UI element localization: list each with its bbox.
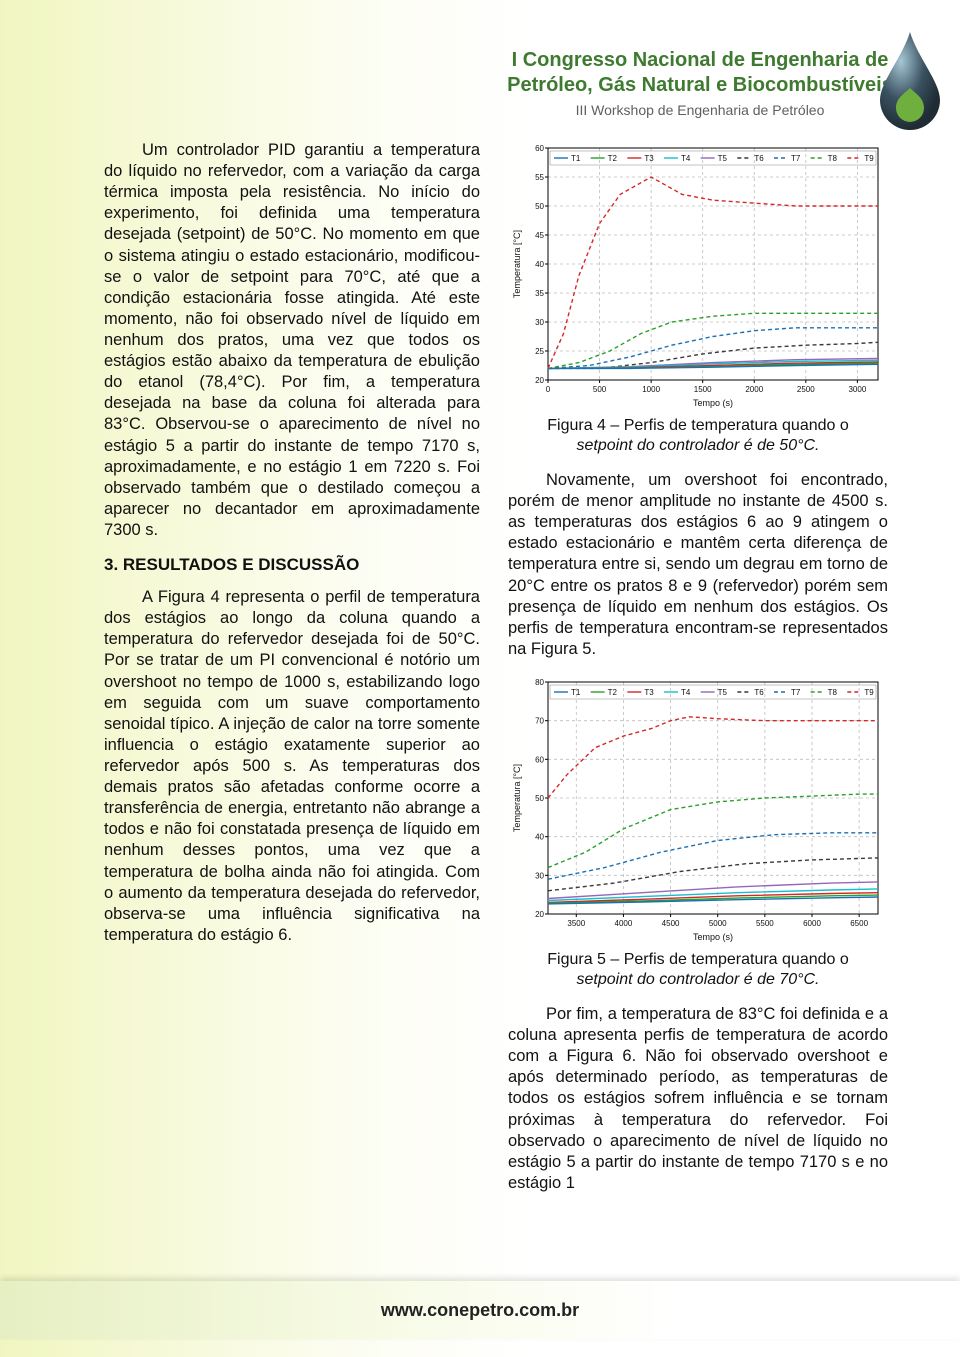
conference-title-line2: Petróleo, Gás Natural e Biocombustíveis xyxy=(480,73,920,98)
svg-text:T8: T8 xyxy=(828,688,838,697)
figure-5-caption-line2: setpoint do controlador é de 70°C. xyxy=(577,971,820,988)
svg-text:0: 0 xyxy=(546,385,551,394)
figure-4-caption-line2: setpoint do controlador é de 50°C. xyxy=(577,437,820,454)
footer-bar: www.conepetro.com.br xyxy=(0,1281,960,1339)
left-para-1: Um controlador PID garantiu a temperatur… xyxy=(104,140,480,541)
svg-text:T3: T3 xyxy=(644,688,654,697)
svg-text:70: 70 xyxy=(535,717,544,726)
svg-text:T9: T9 xyxy=(864,688,874,697)
section-heading-resultados: 3. RESULTADOS E DISCUSSÃO xyxy=(104,555,480,575)
svg-text:T1: T1 xyxy=(571,688,581,697)
svg-text:50: 50 xyxy=(535,202,544,211)
svg-text:2000: 2000 xyxy=(745,385,763,394)
svg-text:55: 55 xyxy=(535,173,544,182)
svg-text:3500: 3500 xyxy=(567,919,585,928)
conference-subtitle: III Workshop de Engenharia de Petróleo xyxy=(480,102,920,118)
svg-text:30: 30 xyxy=(535,871,544,880)
svg-text:6500: 6500 xyxy=(850,919,868,928)
footer-url: www.conepetro.com.br xyxy=(381,1300,579,1321)
figure-5-chart: 20 30 40 50 60 70 80 3500 4000 4500 5000 5500 6000 65… xyxy=(508,674,888,944)
svg-text:T5: T5 xyxy=(718,688,728,697)
svg-text:T7: T7 xyxy=(791,154,801,163)
figure-5-caption: Figura 5 – Perfis de temperatura quando … xyxy=(508,950,888,990)
svg-text:20: 20 xyxy=(535,910,544,919)
svg-text:T2: T2 xyxy=(608,154,618,163)
svg-text:Tempo (s): Tempo (s) xyxy=(693,932,733,942)
svg-text:Temperatura [°C]: Temperatura [°C] xyxy=(512,230,522,298)
svg-text:Temperatura [°C]: Temperatura [°C] xyxy=(512,764,522,832)
svg-text:25: 25 xyxy=(535,347,544,356)
svg-text:40: 40 xyxy=(535,833,544,842)
svg-text:T1: T1 xyxy=(571,154,581,163)
svg-text:T7: T7 xyxy=(791,688,801,697)
left-para-2: A Figura 4 representa o perfil de temper… xyxy=(104,587,480,946)
svg-text:80: 80 xyxy=(535,678,544,687)
figure-4-svg: 20 25 30 35 40 45 50 55 60 0 500 1000 1500 2000 2500 30… xyxy=(508,140,888,410)
svg-text:T3: T3 xyxy=(644,154,654,163)
svg-text:T4: T4 xyxy=(681,154,691,163)
svg-text:60: 60 xyxy=(535,755,544,764)
svg-text:1000: 1000 xyxy=(642,385,660,394)
svg-text:45: 45 xyxy=(535,231,544,240)
svg-text:T6: T6 xyxy=(754,154,764,163)
svg-text:30: 30 xyxy=(535,318,544,327)
svg-text:3000: 3000 xyxy=(848,385,866,394)
left-column: Um controlador PID garantiu a temperatur… xyxy=(104,140,480,1247)
svg-text:T9: T9 xyxy=(864,154,874,163)
figure-5-svg: 20 30 40 50 60 70 80 3500 4000 4500 5000 5500 6000 65… xyxy=(508,674,888,944)
svg-text:5000: 5000 xyxy=(709,919,727,928)
svg-text:1500: 1500 xyxy=(694,385,712,394)
svg-text:T4: T4 xyxy=(681,688,691,697)
figure-5-caption-line1: Figura 5 – Perfis de temperatura quando … xyxy=(547,951,849,968)
right-para-2: Por fim, a temperatura de 83°C foi defin… xyxy=(508,1004,888,1194)
svg-text:40: 40 xyxy=(535,260,544,269)
svg-text:60: 60 xyxy=(535,144,544,153)
figure-4-caption-line1: Figura 4 – Perfis de temperatura quando … xyxy=(547,417,849,434)
svg-text:T2: T2 xyxy=(608,688,618,697)
svg-text:500: 500 xyxy=(593,385,607,394)
svg-text:5500: 5500 xyxy=(756,919,774,928)
conference-logo-icon xyxy=(874,30,946,130)
conference-title-line1: I Congresso Nacional de Engenharia de xyxy=(480,48,920,73)
right-para-1: Novamente, um overshoot foi encontrado, … xyxy=(508,470,888,660)
svg-text:35: 35 xyxy=(535,289,544,298)
svg-text:6000: 6000 xyxy=(803,919,821,928)
svg-text:2500: 2500 xyxy=(797,385,815,394)
svg-text:T8: T8 xyxy=(828,154,838,163)
svg-text:T6: T6 xyxy=(754,688,764,697)
right-column: 20 25 30 35 40 45 50 55 60 0 500 1000 1500 2000 2500 30… xyxy=(508,140,888,1247)
figure-4-caption: Figura 4 – Perfis de temperatura quando … xyxy=(508,416,888,456)
conference-header: I Congresso Nacional de Engenharia de Pe… xyxy=(480,48,920,118)
svg-text:T5: T5 xyxy=(718,154,728,163)
svg-text:Tempo (s): Tempo (s) xyxy=(693,398,733,408)
svg-text:20: 20 xyxy=(535,376,544,385)
svg-text:4000: 4000 xyxy=(615,919,633,928)
figure-4-chart: 20 25 30 35 40 45 50 55 60 0 500 1000 1500 2000 2500 30… xyxy=(508,140,888,410)
page: I Congresso Nacional de Engenharia de Pe… xyxy=(0,0,960,1357)
body-columns: Um controlador PID garantiu a temperatur… xyxy=(104,140,888,1247)
svg-text:50: 50 xyxy=(535,794,544,803)
svg-text:4500: 4500 xyxy=(662,919,680,928)
